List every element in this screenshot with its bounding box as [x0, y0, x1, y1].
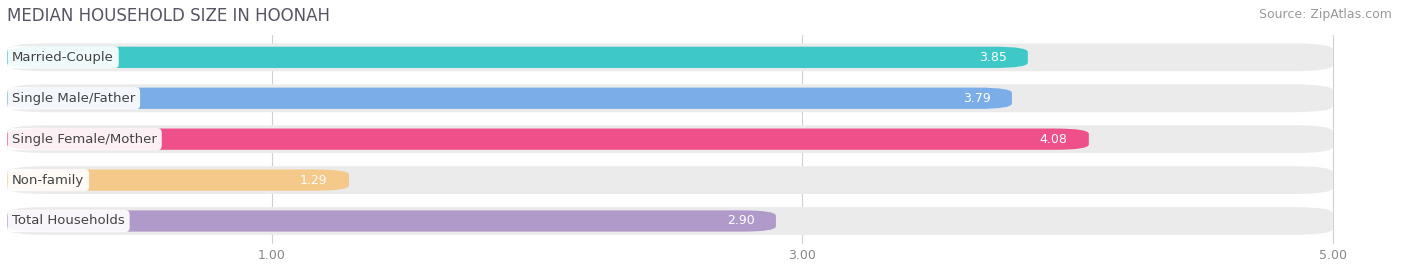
Text: 4.08: 4.08 — [1039, 133, 1067, 146]
FancyBboxPatch shape — [7, 129, 1088, 150]
Text: Single Male/Father: Single Male/Father — [13, 92, 135, 105]
FancyBboxPatch shape — [7, 47, 1028, 68]
FancyBboxPatch shape — [7, 43, 1333, 71]
Text: 2.90: 2.90 — [727, 214, 755, 228]
FancyBboxPatch shape — [7, 84, 1333, 112]
Text: 1.29: 1.29 — [299, 174, 328, 187]
Text: Source: ZipAtlas.com: Source: ZipAtlas.com — [1258, 8, 1392, 21]
Text: 3.85: 3.85 — [979, 51, 1007, 64]
FancyBboxPatch shape — [7, 88, 1012, 109]
Text: 3.79: 3.79 — [963, 92, 991, 105]
FancyBboxPatch shape — [7, 207, 1333, 235]
Text: Total Households: Total Households — [13, 214, 125, 228]
FancyBboxPatch shape — [7, 210, 776, 232]
Text: MEDIAN HOUSEHOLD SIZE IN HOONAH: MEDIAN HOUSEHOLD SIZE IN HOONAH — [7, 7, 330, 25]
FancyBboxPatch shape — [7, 125, 1333, 153]
Text: Non-family: Non-family — [13, 174, 84, 187]
Text: Married-Couple: Married-Couple — [13, 51, 114, 64]
FancyBboxPatch shape — [7, 166, 1333, 194]
FancyBboxPatch shape — [7, 169, 349, 191]
Text: Single Female/Mother: Single Female/Mother — [13, 133, 157, 146]
